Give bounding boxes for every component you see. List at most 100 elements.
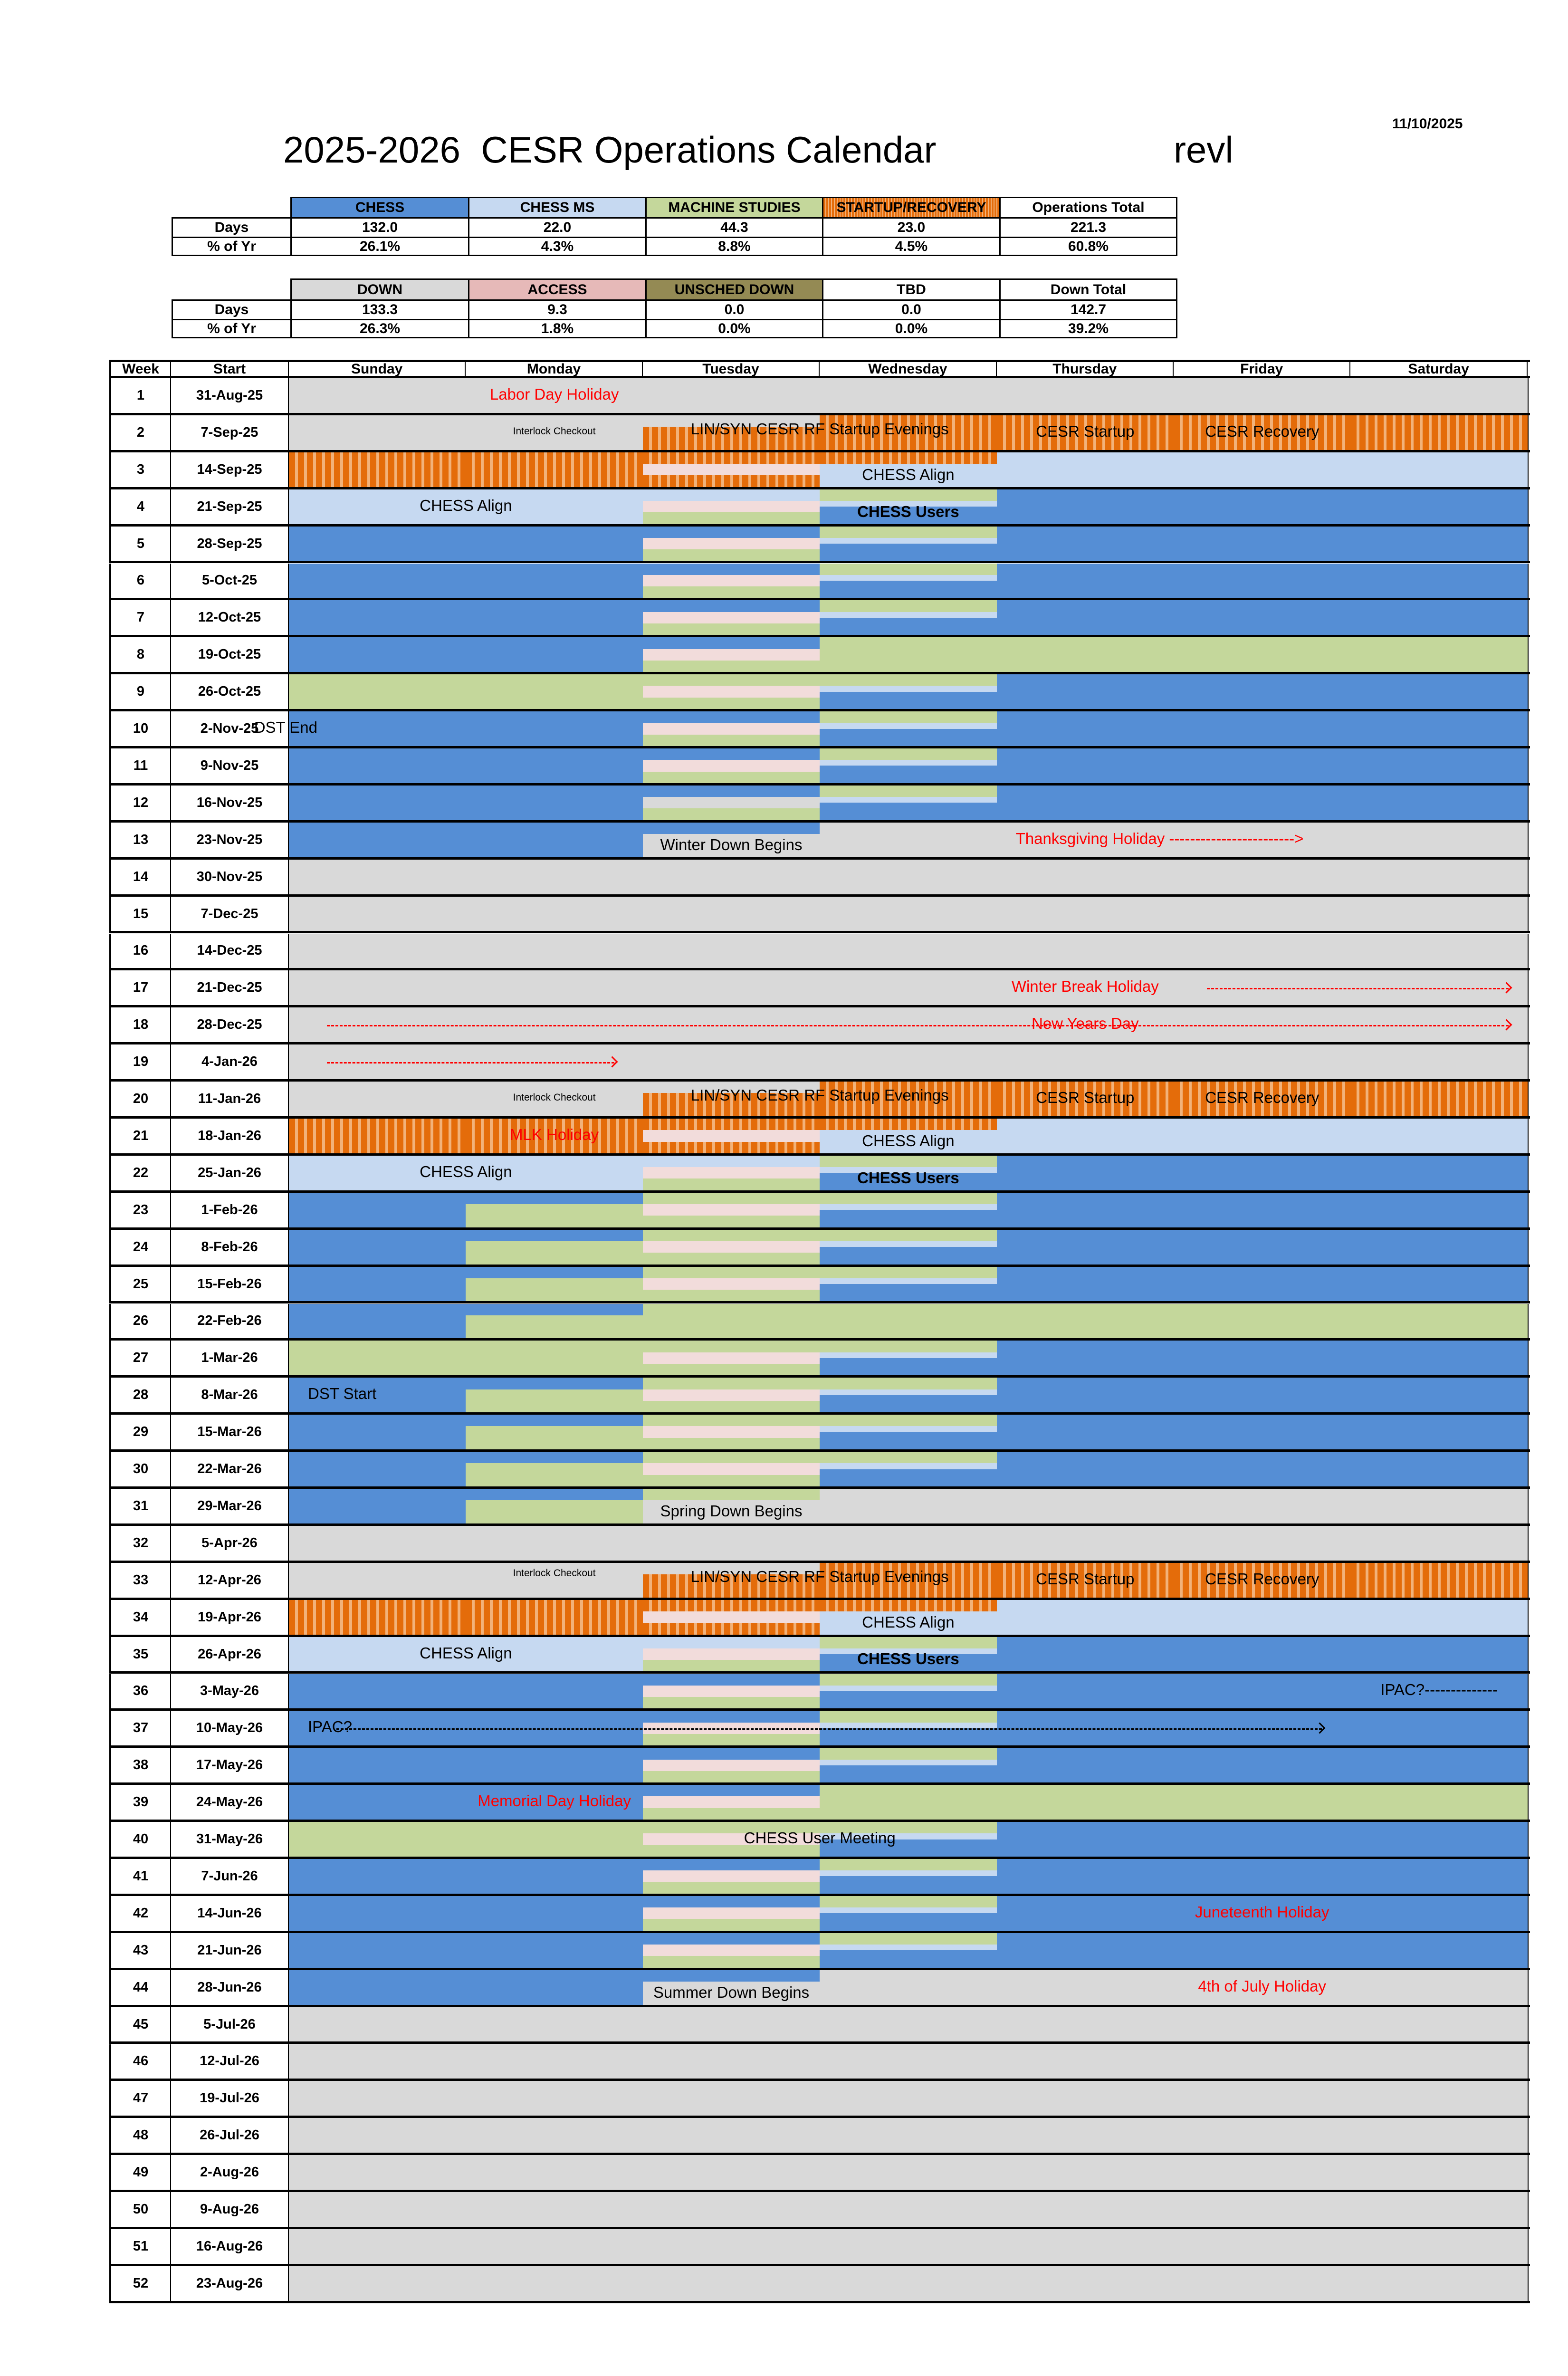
day-cell-tuesday[interactable]	[642, 933, 821, 968]
day-cell-tuesday[interactable]	[642, 1378, 821, 1413]
day-cell-thursday[interactable]	[996, 1303, 1175, 1339]
day-cell-friday[interactable]	[1174, 1452, 1352, 1486]
day-cell-tuesday[interactable]	[642, 1525, 821, 1561]
day-cell-sunday[interactable]	[289, 2007, 467, 2042]
day-cell-wednesday[interactable]	[820, 1489, 998, 1523]
day-cell-wednesday[interactable]	[820, 600, 998, 635]
day-cell-tuesday[interactable]	[642, 2192, 821, 2227]
day-cell-friday[interactable]	[1174, 1266, 1352, 1302]
day-cell-thursday[interactable]	[996, 1489, 1175, 1523]
day-cell-wednesday[interactable]	[820, 2081, 998, 2116]
day-cell-friday[interactable]	[1174, 1896, 1352, 1931]
day-cell-thursday[interactable]	[996, 2044, 1175, 2079]
day-cell-thursday[interactable]	[996, 1896, 1175, 1931]
day-cell-saturday[interactable]	[1350, 1822, 1529, 1857]
day-cell-saturday[interactable]	[1350, 2229, 1529, 2264]
day-cell-sunday[interactable]	[289, 748, 467, 783]
day-cell-sunday[interactable]	[289, 785, 467, 820]
day-cell-sunday[interactable]	[289, 1378, 467, 1413]
day-cell-friday[interactable]	[1174, 1155, 1352, 1190]
day-cell-thursday[interactable]	[996, 1822, 1175, 1857]
day-cell-saturday[interactable]	[1350, 2266, 1529, 2301]
day-cell-monday[interactable]	[466, 2081, 644, 2116]
day-cell-saturday[interactable]	[1350, 711, 1529, 746]
day-cell-monday[interactable]	[466, 1489, 644, 1523]
day-cell-friday[interactable]	[1174, 2044, 1352, 2079]
day-cell-saturday[interactable]	[1350, 600, 1529, 635]
day-cell-friday[interactable]	[1174, 637, 1352, 672]
day-cell-monday[interactable]	[466, 2118, 644, 2153]
day-cell-monday[interactable]	[466, 452, 644, 487]
day-cell-wednesday[interactable]	[820, 1119, 998, 1153]
day-cell-monday[interactable]	[466, 785, 644, 820]
day-cell-tuesday[interactable]	[642, 2155, 821, 2190]
day-cell-thursday[interactable]	[996, 859, 1175, 894]
day-cell-friday[interactable]	[1174, 1525, 1352, 1561]
day-cell-monday[interactable]	[466, 1674, 644, 1709]
day-cell-saturday[interactable]	[1350, 2007, 1529, 2042]
day-cell-friday[interactable]	[1174, 859, 1352, 894]
day-cell-monday[interactable]	[466, 2229, 644, 2264]
day-cell-sunday[interactable]	[289, 1525, 467, 1561]
day-cell-thursday[interactable]	[996, 2118, 1175, 2153]
day-cell-tuesday[interactable]	[642, 378, 821, 413]
day-cell-friday[interactable]	[1174, 1119, 1352, 1153]
day-cell-sunday[interactable]	[289, 970, 467, 1006]
day-cell-thursday[interactable]	[996, 1452, 1175, 1486]
day-cell-tuesday[interactable]	[642, 1341, 821, 1376]
day-cell-friday[interactable]	[1174, 785, 1352, 820]
day-cell-saturday[interactable]	[1350, 1489, 1529, 1523]
day-cell-wednesday[interactable]	[820, 2155, 998, 2190]
day-cell-thursday[interactable]	[996, 415, 1175, 450]
day-cell-friday[interactable]	[1174, 1748, 1352, 1783]
day-cell-sunday[interactable]	[289, 822, 467, 857]
day-cell-wednesday[interactable]	[820, 415, 998, 450]
day-cell-wednesday[interactable]	[820, 1044, 998, 1080]
day-cell-monday[interactable]	[466, 1378, 644, 1413]
day-cell-saturday[interactable]	[1350, 1674, 1529, 1709]
day-cell-wednesday[interactable]	[820, 526, 998, 561]
day-cell-friday[interactable]	[1174, 1674, 1352, 1709]
day-cell-saturday[interactable]	[1350, 785, 1529, 820]
day-cell-thursday[interactable]	[996, 1785, 1175, 1820]
day-cell-saturday[interactable]	[1350, 415, 1529, 450]
day-cell-monday[interactable]	[466, 933, 644, 968]
day-cell-wednesday[interactable]	[820, 489, 998, 524]
day-cell-tuesday[interactable]	[642, 1192, 821, 1227]
day-cell-friday[interactable]	[1174, 2118, 1352, 2153]
day-cell-wednesday[interactable]	[820, 1674, 998, 1709]
day-cell-wednesday[interactable]	[820, 711, 998, 746]
day-cell-wednesday[interactable]	[820, 896, 998, 931]
day-cell-sunday[interactable]	[289, 859, 467, 894]
day-cell-tuesday[interactable]	[642, 785, 821, 820]
day-cell-sunday[interactable]	[289, 1600, 467, 1635]
day-cell-wednesday[interactable]	[820, 1600, 998, 1635]
day-cell-sunday[interactable]	[289, 563, 467, 598]
day-cell-sunday[interactable]	[289, 600, 467, 635]
day-cell-thursday[interactable]	[996, 785, 1175, 820]
day-cell-sunday[interactable]	[289, 452, 467, 487]
day-cell-saturday[interactable]	[1350, 1155, 1529, 1190]
day-cell-saturday[interactable]	[1350, 1637, 1529, 1672]
day-cell-saturday[interactable]	[1350, 1378, 1529, 1413]
day-cell-monday[interactable]	[466, 1859, 644, 1894]
day-cell-monday[interactable]	[466, 2192, 644, 2227]
day-cell-tuesday[interactable]	[642, 600, 821, 635]
day-cell-thursday[interactable]	[996, 1859, 1175, 1894]
day-cell-monday[interactable]	[466, 1229, 644, 1265]
day-cell-sunday[interactable]	[289, 1896, 467, 1931]
day-cell-saturday[interactable]	[1350, 1785, 1529, 1820]
day-cell-thursday[interactable]	[996, 1637, 1175, 1672]
day-cell-tuesday[interactable]	[642, 452, 821, 487]
day-cell-wednesday[interactable]	[820, 1303, 998, 1339]
day-cell-tuesday[interactable]	[642, 1896, 821, 1931]
day-cell-tuesday[interactable]	[642, 2266, 821, 2301]
day-cell-sunday[interactable]	[289, 378, 467, 413]
day-cell-wednesday[interactable]	[820, 1970, 998, 2005]
day-cell-monday[interactable]	[466, 1119, 644, 1153]
day-cell-friday[interactable]	[1174, 822, 1352, 857]
day-cell-monday[interactable]	[466, 1082, 644, 1116]
day-cell-sunday[interactable]	[289, 2229, 467, 2264]
day-cell-thursday[interactable]	[996, 1970, 1175, 2005]
day-cell-thursday[interactable]	[996, 1525, 1175, 1561]
